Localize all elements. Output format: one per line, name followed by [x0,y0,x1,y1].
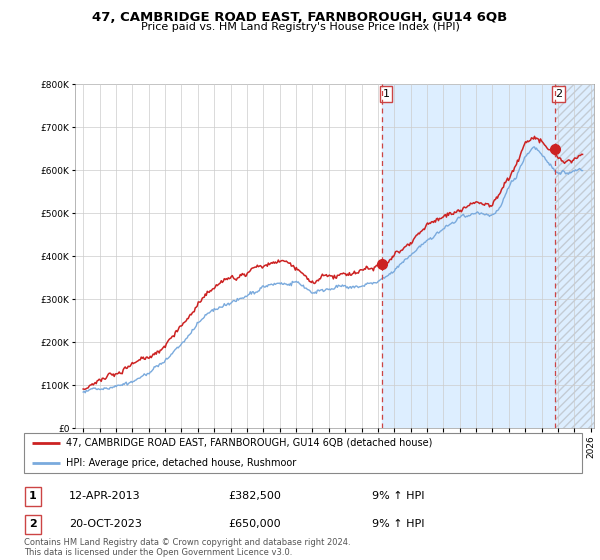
Text: 9% ↑ HPI: 9% ↑ HPI [372,491,425,501]
Text: 2: 2 [29,519,37,529]
Bar [382,84,594,428]
FancyBboxPatch shape [25,487,41,506]
Text: 47, CAMBRIDGE ROAD EAST, FARNBOROUGH, GU14 6QB: 47, CAMBRIDGE ROAD EAST, FARNBOROUGH, GU… [92,11,508,24]
Text: 47, CAMBRIDGE ROAD EAST, FARNBOROUGH, GU14 6QB (detached house): 47, CAMBRIDGE ROAD EAST, FARNBOROUGH, GU… [66,438,432,448]
Text: £382,500: £382,500 [228,491,281,501]
Text: 1: 1 [29,491,37,501]
Text: HPI: Average price, detached house, Rushmoor: HPI: Average price, detached house, Rush… [66,458,296,468]
Bar [555,84,594,428]
Text: 9% ↑ HPI: 9% ↑ HPI [372,519,425,529]
Text: £650,000: £650,000 [228,519,281,529]
Text: 20-OCT-2023: 20-OCT-2023 [69,519,142,529]
Bar [555,84,594,428]
Text: Price paid vs. HM Land Registry's House Price Index (HPI): Price paid vs. HM Land Registry's House … [140,22,460,32]
Text: 1: 1 [382,89,389,99]
Text: 2: 2 [555,89,562,99]
Text: Contains HM Land Registry data © Crown copyright and database right 2024.
This d: Contains HM Land Registry data © Crown c… [24,538,350,557]
Text: 12-APR-2013: 12-APR-2013 [69,491,140,501]
FancyBboxPatch shape [24,433,582,473]
FancyBboxPatch shape [25,515,41,534]
